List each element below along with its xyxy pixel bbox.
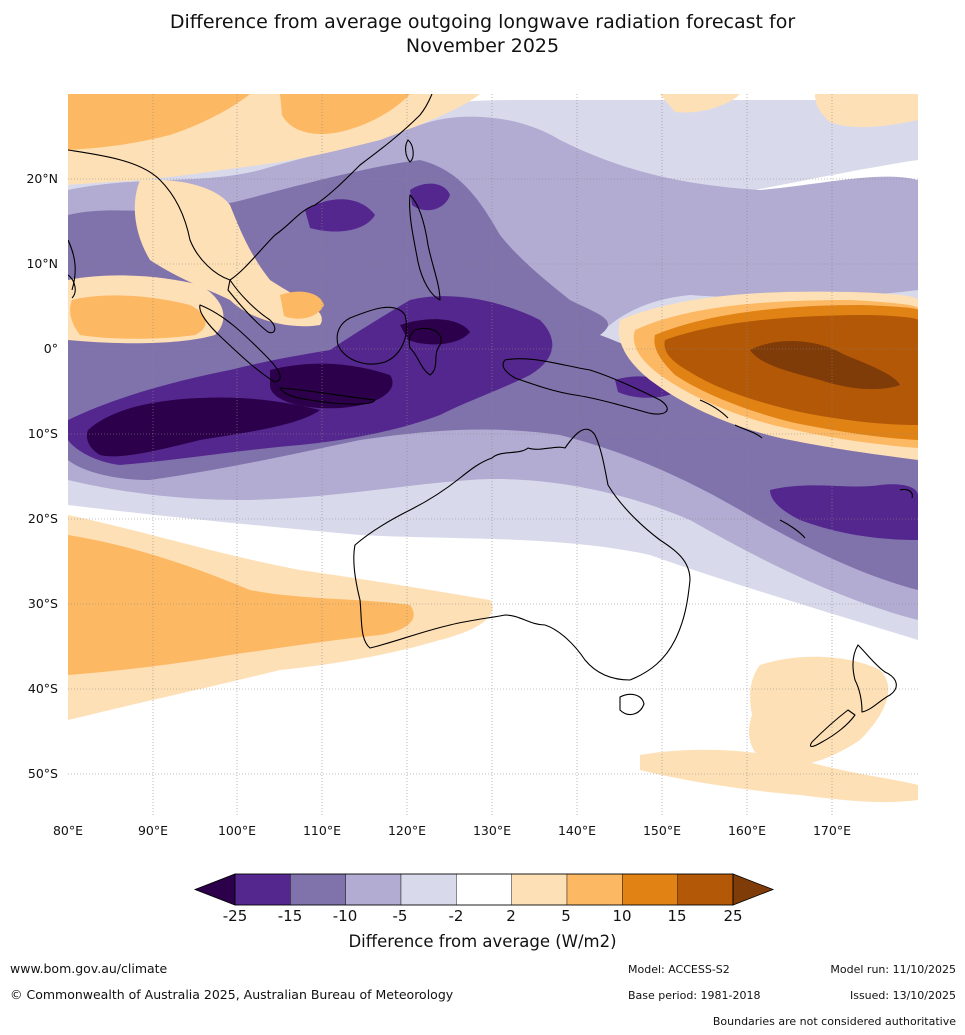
colorbar-segment [677,873,734,906]
lon-label: 140°E [558,823,596,838]
lat-label: 0° [44,341,58,356]
lon-label: 170°E [813,823,851,838]
new-caledonia-coast [779,519,806,539]
lon-label: 110°E [303,823,341,838]
contour-south-warm-light-east [749,656,889,767]
lon-label: 120°E [388,823,426,838]
nz-north-coast [852,644,897,713]
colorbar-segment [511,873,568,906]
contour-warm-small-mid [280,291,324,319]
java-coast [279,387,376,405]
contour-warm-equator-mid [70,295,206,339]
colorbar-tick-label: 5 [561,907,571,925]
lat-label: 10°S [28,426,58,441]
website-link[interactable]: www.bom.gov.au/climate [10,961,168,976]
colorbar-tick-label: 15 [667,907,687,925]
copyright-text: © Commonwealth of Australia 2025, Austra… [10,987,454,1002]
colorbar-segment [234,873,291,906]
model-text: Model: ACCESS-S2 [628,963,730,976]
chart-title: Difference from average outgoing longwav… [0,10,965,58]
contour-south-warm-light-lower [640,749,918,803]
coastlines [68,94,913,748]
lat-label: 20°S [28,511,58,526]
issued-text: Issued: 13/10/2025 [849,989,956,1002]
colorbar-tick-label: 2 [506,907,516,925]
philippines-coast [409,194,441,301]
lon-label: 80°E [53,823,83,838]
colorbar-tick-label: -10 [332,907,358,925]
contour-pacific-warm-darkest [750,340,900,390]
colorbar-under-triangle [193,873,236,906]
colorbar-segment [456,873,512,906]
colorbar-over-triangle [732,873,775,906]
colorbar-tick-label: 10 [612,907,632,925]
colorbar-segment [566,873,623,906]
lon-label: 130°E [473,823,511,838]
contour-warm-north-mid [68,94,250,150]
colorbar-tick-label: 25 [723,907,743,925]
colorbar-segment [400,873,457,906]
india-coast [68,239,76,291]
tasmania-coast [619,693,645,716]
fiji-coast [899,488,913,499]
colorbar-tick-label: -2 [448,907,464,925]
malay-peninsula-coast [227,279,276,334]
contour-darkest-purple-indian [86,397,320,457]
taiwan-coast [405,139,414,163]
colorbar-title: Difference from average (W/m2) [348,932,617,951]
title-line-1: Difference from average outgoing longwav… [169,11,796,33]
colorbar-segment [622,873,678,906]
colorbar-tick-label: -15 [277,907,303,925]
base-period-text: Base period: 1981-2018 [628,989,761,1002]
contour-warm-north-far-east [815,94,918,128]
lon-axis-labels: 80°E 90°E 100°E 110°E 120°E 130°E 140°E … [53,823,851,838]
lat-label: 40°S [28,681,58,696]
lat-label: 50°S [28,766,58,781]
lat-label: 20°N [26,171,58,186]
disclaimer-text: Boundaries are not considered authoritat… [712,1015,956,1028]
contour-warm-north-mid-2 [280,94,410,135]
sri-lanka-coast [68,274,76,299]
sulawesi-coast [408,327,442,376]
contour-south-warm-mid [68,535,414,675]
colorbar [193,873,775,906]
lon-label: 160°E [728,823,766,838]
new-guinea-coast [502,358,668,415]
colorbar-segment [290,873,346,906]
colorbar-segment [345,873,402,906]
lon-label: 100°E [218,823,256,838]
title-line-2: November 2025 [405,35,560,57]
nz-south-coast [809,709,856,748]
colorbar-tick-label: -25 [222,907,248,925]
sumatra-coast [199,304,281,383]
colorbar-frame [234,873,734,906]
model-run-text: Model run: 11/10/2025 [830,963,956,976]
solomon-coast [699,399,763,439]
lat-label: 30°S [28,596,58,611]
borneo-coast [336,306,407,365]
lat-axis-labels: 20°N 10°N 0° 10°S 20°S 30°S 40°S 50°S [26,171,58,781]
contour-deep-purple-north [305,199,375,232]
contour-warm-bengal-light [134,179,322,327]
contour-darkest-purple-sulawesi [400,319,470,345]
australia-coast [353,428,691,681]
contour-warm-north-east [660,94,740,113]
lon-label: 150°E [643,823,681,838]
contour-deep-purple-philippines [410,183,450,211]
colorbar-tick-label: -5 [392,907,408,925]
gridlines [68,94,918,816]
lon-label: 90°E [138,823,168,838]
asia-mainland-coast [68,94,433,281]
contour-darkest-purple-java [270,363,393,409]
lat-label: 10°N [26,256,58,271]
contour-deep-purple-pacific [770,484,918,540]
anomaly-field [68,94,918,816]
